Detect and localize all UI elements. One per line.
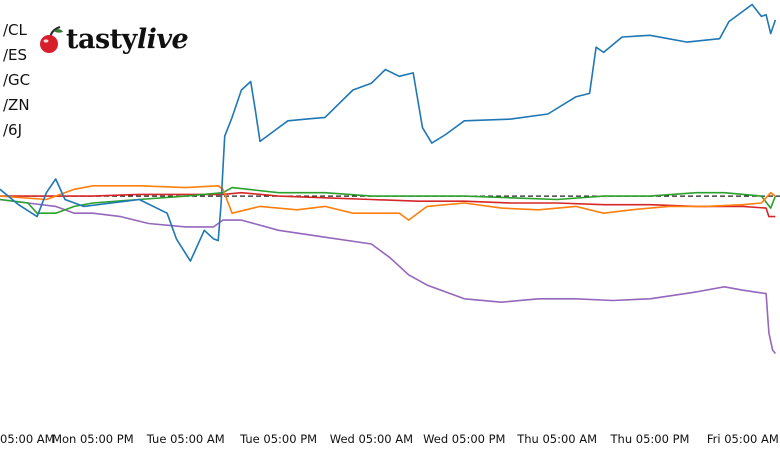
plot-area xyxy=(0,3,780,355)
legend-item-gc: /GC xyxy=(3,71,31,89)
series-line-es xyxy=(0,185,776,221)
legend: /CL /ES /GC /ZN /6J xyxy=(3,18,30,143)
x-tick-label: Fri 05:00 AM xyxy=(707,432,779,446)
series-line-gc xyxy=(0,186,777,214)
series-line-cl xyxy=(0,3,777,262)
x-tick-label: Wed 05:00 AM xyxy=(330,432,413,446)
x-tick-label: Thu 05:00 PM xyxy=(610,432,690,446)
series-line-6j xyxy=(0,198,777,355)
tastylive-logo: tastylive xyxy=(36,24,189,55)
x-tick-label: 05:00 AM xyxy=(0,432,55,446)
legend-item-es: /ES xyxy=(3,46,28,64)
x-tick-label: Tue 05:00 AM xyxy=(146,432,225,446)
logo-brand: tasty xyxy=(66,24,137,55)
legend-item-cl: /CL xyxy=(3,21,27,39)
x-tick-label: Mon 05:00 PM xyxy=(52,432,134,446)
cherry-icon xyxy=(40,25,63,53)
legend-item-zn: /ZN xyxy=(3,96,30,114)
x-tick-label: Tue 05:00 PM xyxy=(239,432,317,446)
logo-wordmark: tastylive xyxy=(66,24,189,55)
x-tick-label: Wed 05:00 PM xyxy=(423,432,505,446)
legend-item-6j: /6J xyxy=(3,121,23,139)
series-line-zn xyxy=(0,191,776,218)
logo-brand-italic: live xyxy=(136,24,189,55)
x-tick-label: Thu 05:00 AM xyxy=(516,432,597,446)
